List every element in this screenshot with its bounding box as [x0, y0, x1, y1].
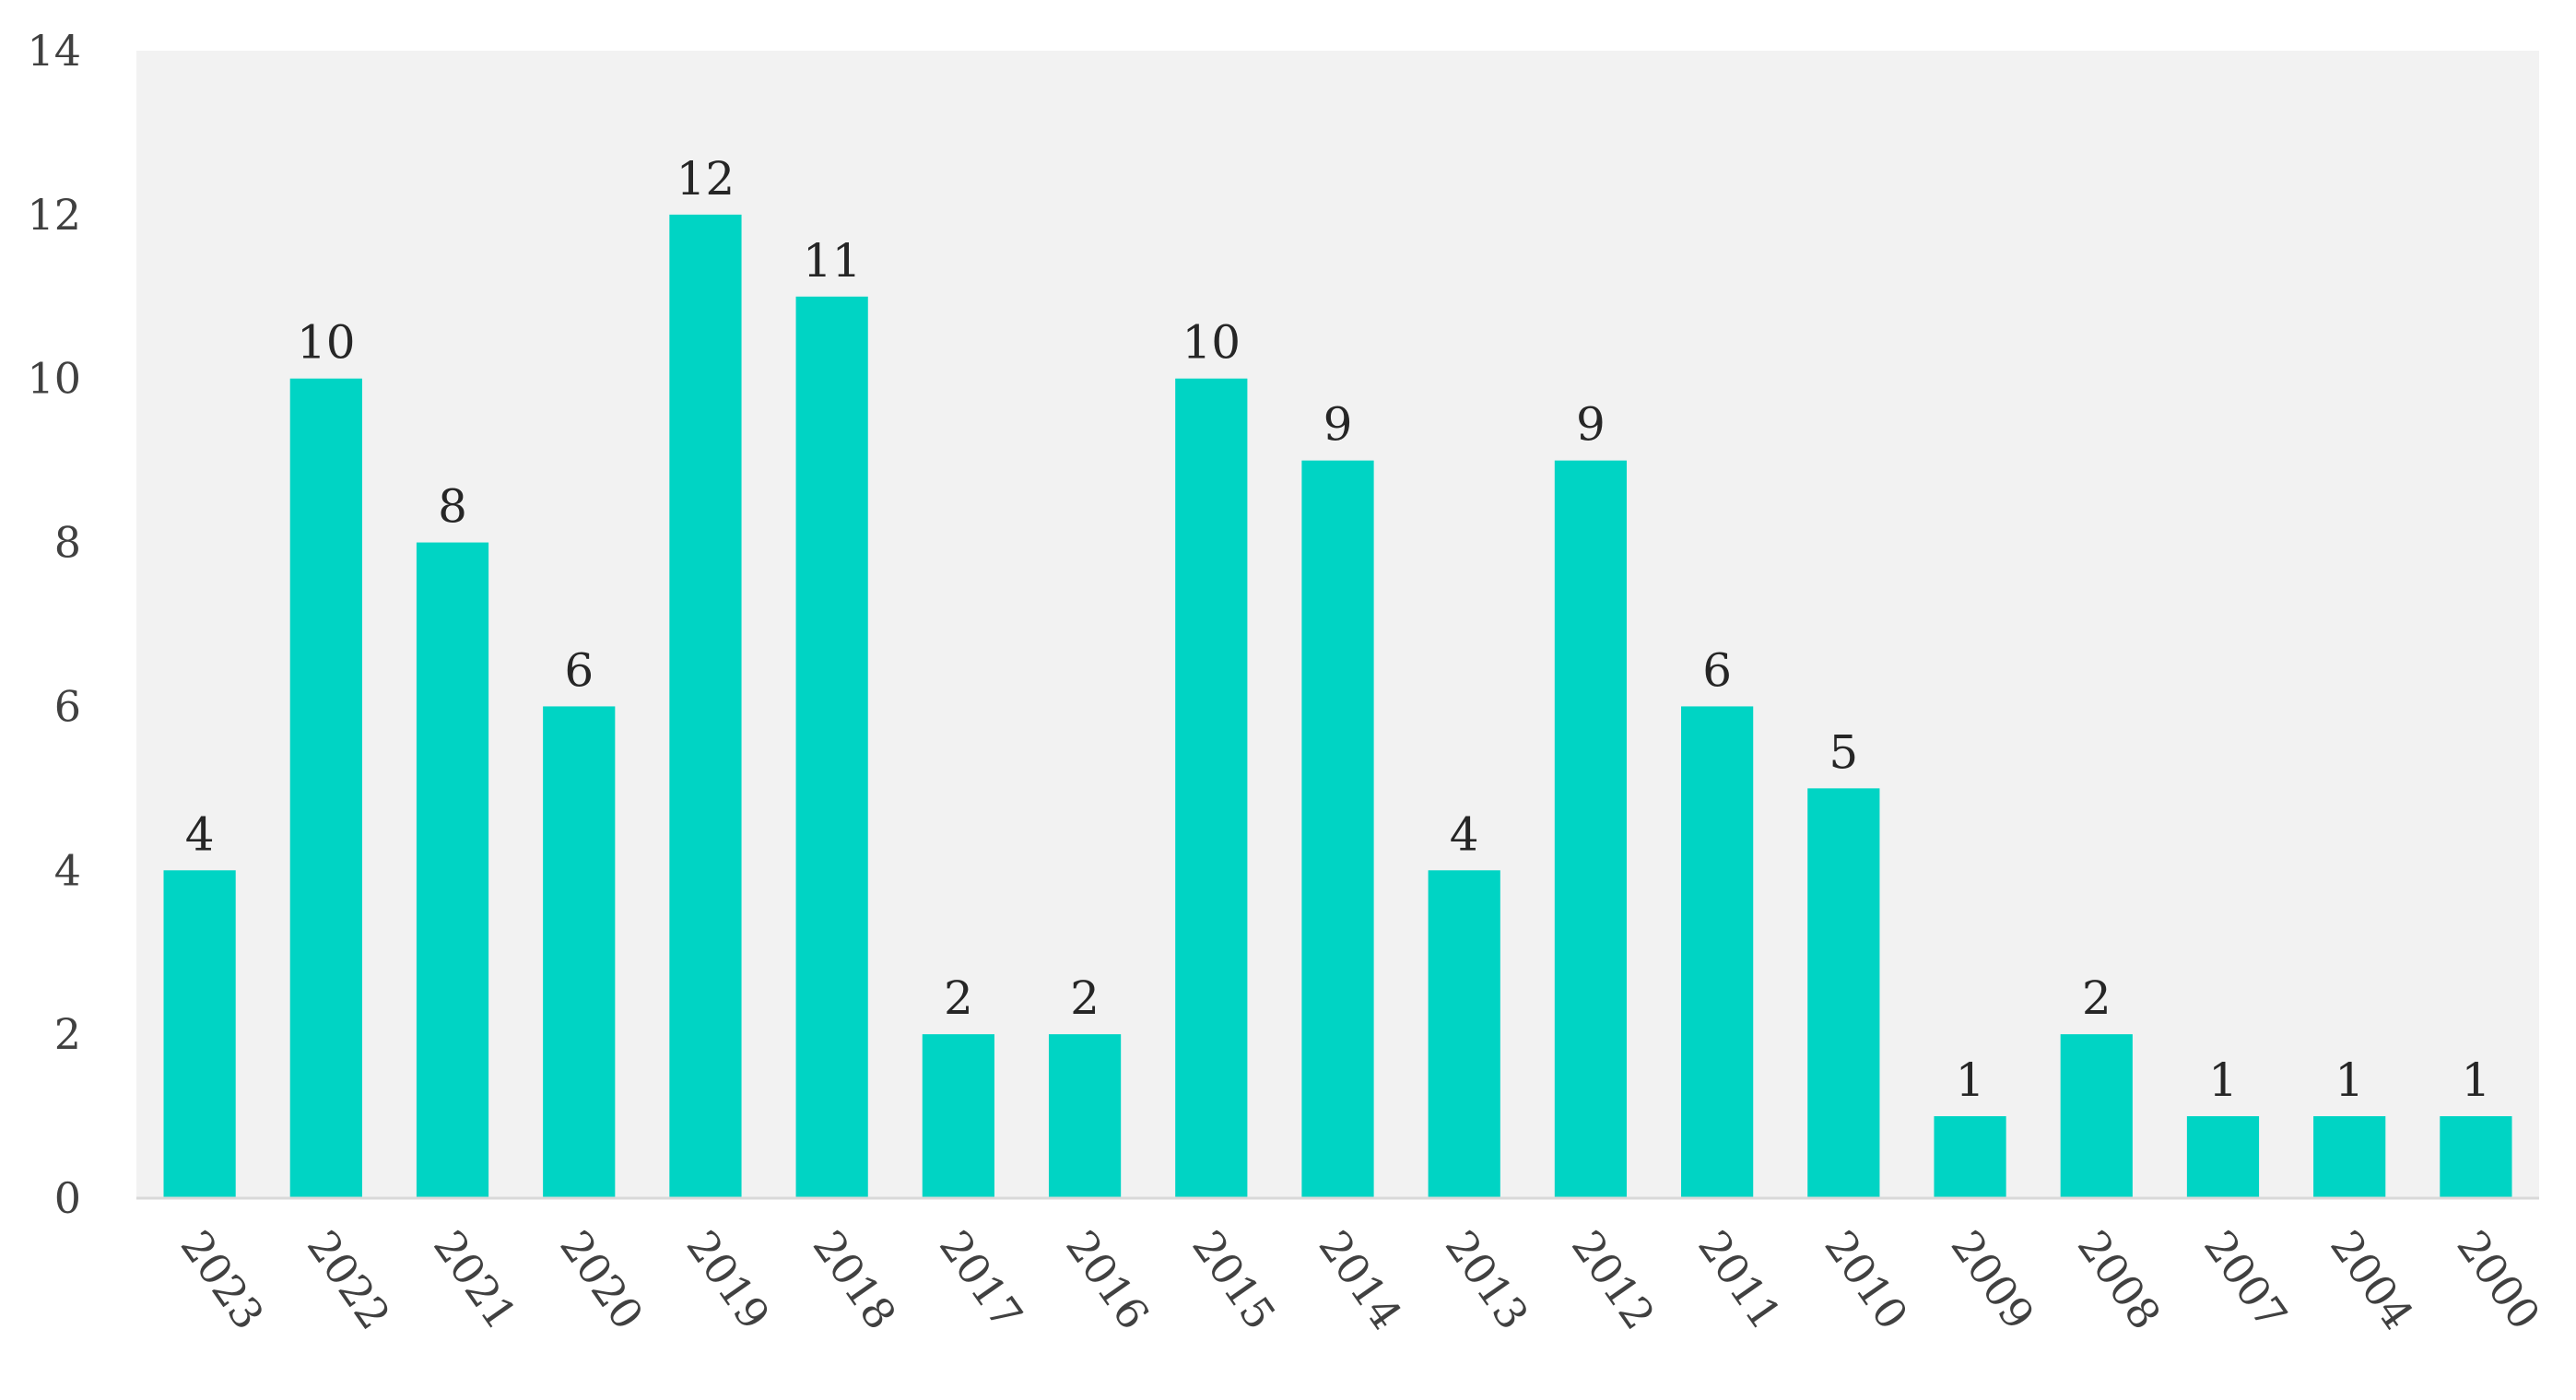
bar-2016: [1048, 1034, 1122, 1198]
x-tick-label-2014: 2014: [1309, 1221, 1411, 1338]
bar-2008: [2060, 1034, 2133, 1198]
y-tick-label: 14: [27, 26, 81, 76]
data-label-2009: 1: [1956, 1053, 1985, 1107]
data-label-2019: 12: [676, 152, 735, 206]
bar-series: [163, 214, 2512, 1199]
bar-2013: [1428, 870, 1500, 1198]
bar-2000: [2440, 1116, 2512, 1198]
x-tick-label-2007: 2007: [2194, 1221, 2297, 1338]
x-tick-label-2004: 2004: [2321, 1221, 2423, 1338]
bar-2023: [163, 870, 236, 1198]
data-label-2008: 2: [2082, 971, 2111, 1025]
y-tick-label: 10: [27, 354, 81, 404]
y-tick-label: 4: [54, 845, 81, 895]
data-label-2012: 9: [1576, 398, 1606, 452]
bar-2020: [543, 706, 616, 1198]
bar-2018: [795, 296, 868, 1198]
data-label-2013: 4: [1450, 807, 1479, 861]
y-axis: 0 2 4 6 8 10 12 14: [27, 26, 81, 1223]
x-tick-label-2008: 2008: [2068, 1221, 2170, 1338]
bar-2022: [289, 378, 362, 1198]
x-tick-label-2010: 2010: [1815, 1221, 1917, 1338]
bar-2011: [1681, 706, 1754, 1198]
y-tick-label: 6: [54, 681, 81, 731]
bar-2019: [669, 214, 742, 1198]
data-label-2007: 1: [2208, 1053, 2238, 1107]
data-label-2011: 6: [1702, 643, 1732, 697]
x-tick-label-2023: 2023: [171, 1221, 274, 1338]
bar-2004: [2313, 1116, 2386, 1198]
x-tick-label-2022: 2022: [298, 1221, 400, 1338]
x-tick-label-2018: 2018: [804, 1221, 906, 1338]
x-tick-label-2017: 2017: [930, 1221, 1032, 1338]
x-tick-label-2021: 2021: [424, 1221, 526, 1338]
y-tick-label: 2: [54, 1009, 81, 1059]
x-axis: 2023 2022 2021 2020 2019 2018 2017 2016 2015 2014…: [171, 1221, 2550, 1338]
y-tick-label: 8: [54, 518, 81, 568]
x-tick-label-2015: 2015: [1182, 1221, 1285, 1338]
bar-2015: [1175, 378, 1248, 1198]
bar-2009: [1934, 1116, 2006, 1198]
y-tick-label: 0: [54, 1173, 81, 1223]
data-label-2023: 4: [185, 807, 215, 861]
x-tick-label-2020: 2020: [550, 1221, 653, 1338]
x-tick-label-2012: 2012: [1562, 1221, 1664, 1338]
bar-2017: [922, 1034, 994, 1198]
data-label-2018: 11: [803, 234, 862, 288]
bar-2007: [2186, 1116, 2260, 1198]
bar-2021: [416, 542, 489, 1198]
data-label-2021: 8: [438, 480, 467, 534]
bar-2012: [1554, 460, 1628, 1199]
data-label-2010: 5: [1829, 725, 1858, 779]
data-label-2000: 1: [2461, 1053, 2490, 1107]
data-label-2020: 6: [564, 643, 594, 697]
data-label-2004: 1: [2335, 1053, 2364, 1107]
data-label-2014: 9: [1323, 398, 1353, 452]
x-tick-label-2011: 2011: [1688, 1221, 1791, 1338]
x-tick-label-2009: 2009: [1942, 1221, 2044, 1338]
data-label-2016: 2: [1070, 971, 1100, 1025]
x-tick-label-2013: 2013: [1436, 1221, 1538, 1338]
bar-2010: [1807, 788, 1880, 1198]
y-tick-label: 12: [27, 190, 81, 240]
x-tick-label-2016: 2016: [1056, 1221, 1159, 1338]
x-tick-label-2000: 2000: [2447, 1221, 2549, 1338]
x-tick-label-2019: 2019: [676, 1221, 779, 1338]
data-label-2017: 2: [944, 971, 973, 1025]
bar-2014: [1301, 460, 1374, 1199]
data-label-2015: 10: [1182, 316, 1241, 370]
data-label-2022: 10: [297, 316, 356, 370]
